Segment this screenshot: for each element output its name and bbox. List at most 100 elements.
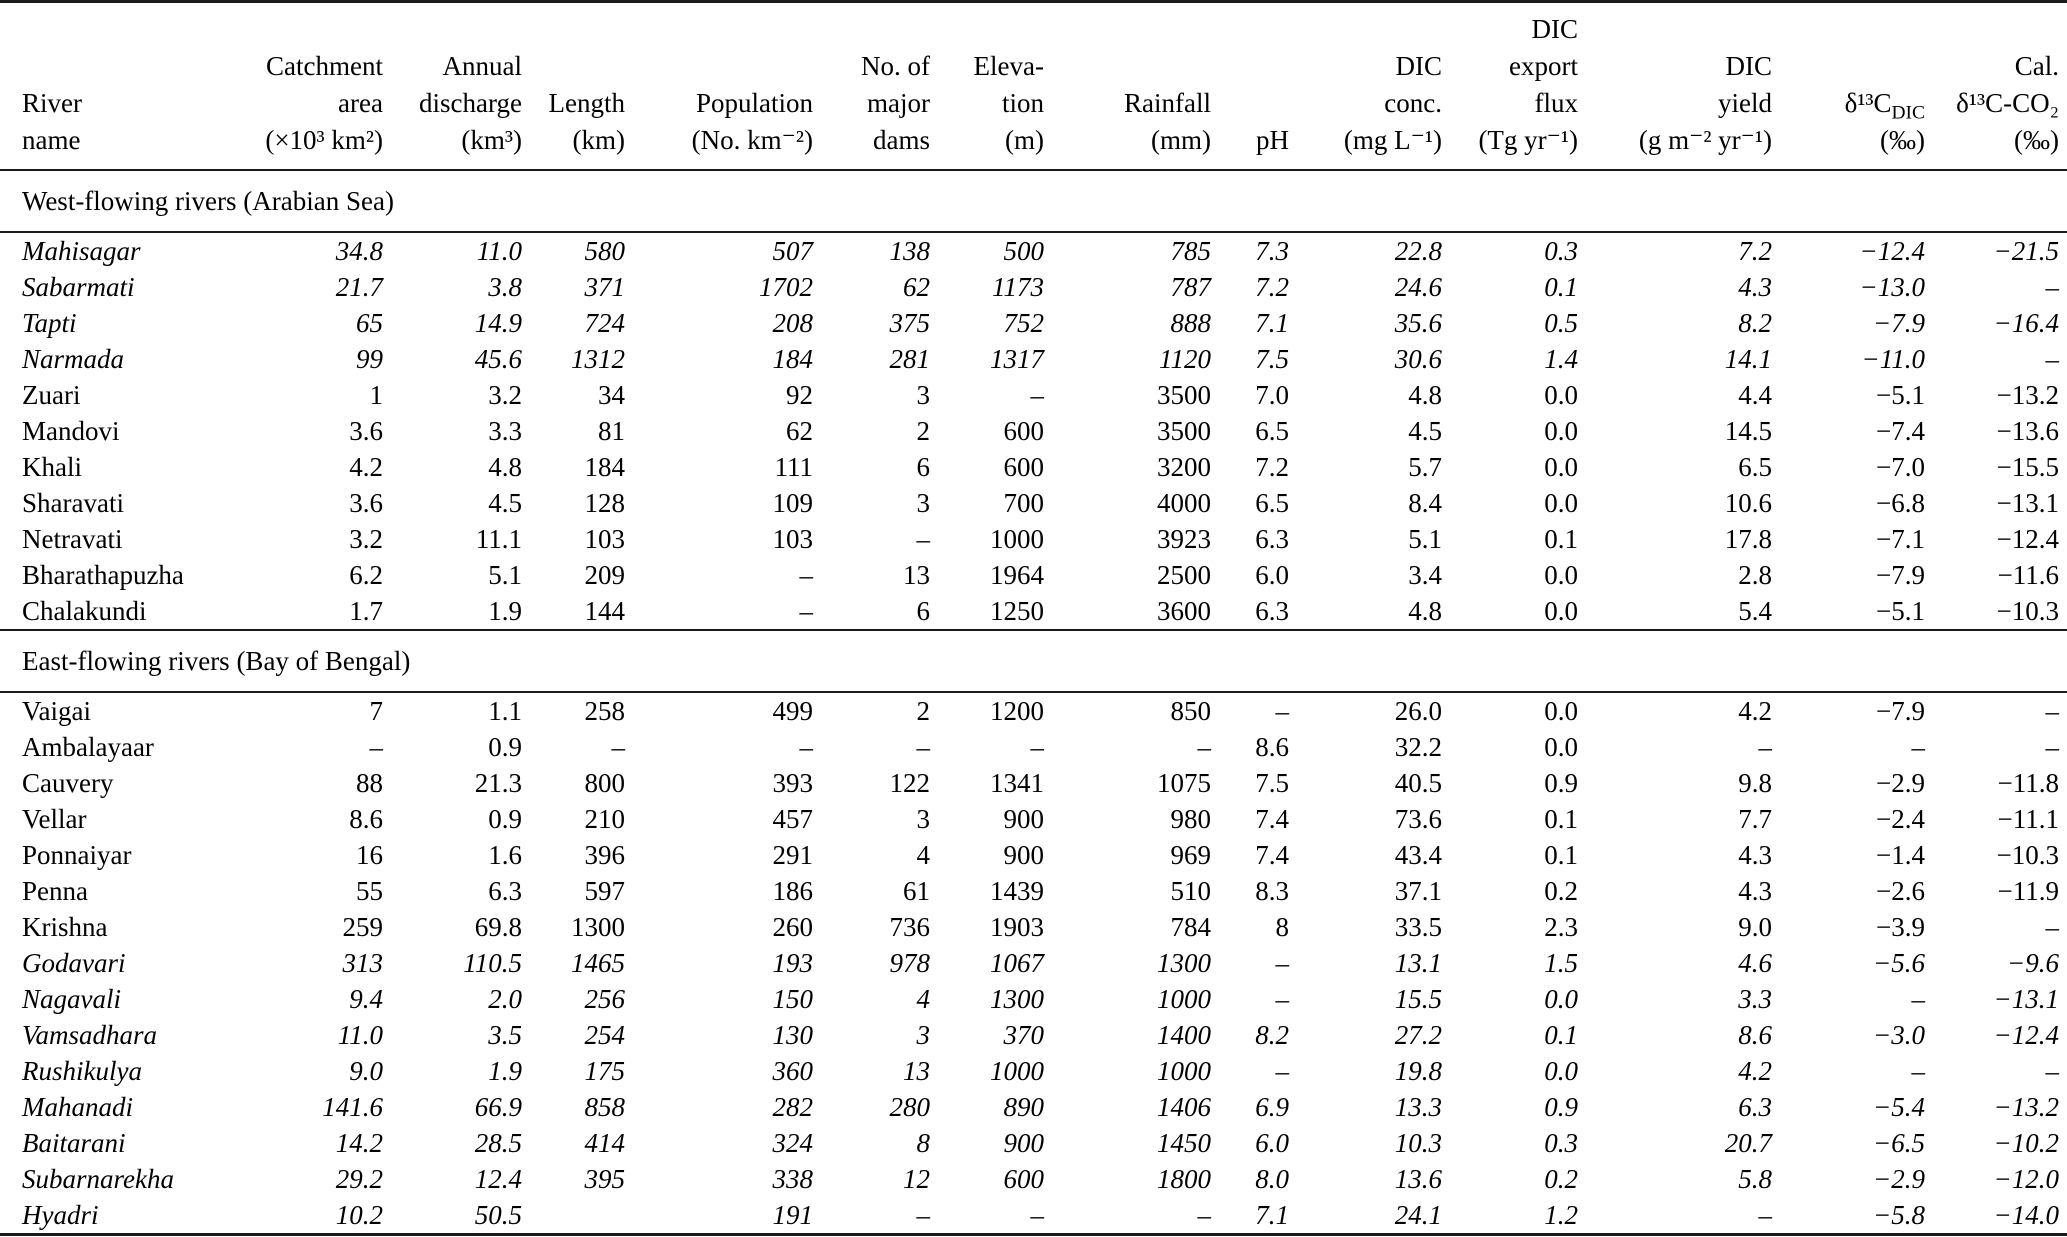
elevation-cell: 600 xyxy=(1003,452,1045,482)
river-name-cell: Baitarani xyxy=(22,1128,126,1158)
table-row: Zuari 1 3.2 34 92 3 – 3500 7.0 4.8 0.0 4… xyxy=(0,377,2067,413)
dic-yield-cell: 2.8 xyxy=(1738,560,1772,590)
d13c-dic-cell: −2.6 xyxy=(1876,876,1925,906)
dic-export-flux-cell: 0.0 xyxy=(1544,984,1578,1014)
dic-conc-cell: 24.1 xyxy=(1394,1200,1442,1230)
population-cell: 1702 xyxy=(759,272,813,302)
cal-d13c-co2-cell: −10.3 xyxy=(1996,596,2059,626)
length-cell: 800 xyxy=(584,768,626,798)
population-cell: 186 xyxy=(772,876,814,906)
dic-export-flux-cell: 1.4 xyxy=(1544,344,1578,374)
rainfall-cell: 1406 xyxy=(1157,1092,1211,1122)
col-header-elevation: Eleva- tion (m) xyxy=(930,1,1044,171)
elevation-cell: – xyxy=(1030,732,1045,762)
annual-discharge-cell: 3.8 xyxy=(488,272,522,302)
major-dams-cell: 736 xyxy=(889,912,931,942)
population-cell: 184 xyxy=(772,344,814,374)
length-cell: 210 xyxy=(584,804,626,834)
d13c-dic-unit: (‰) xyxy=(1880,125,1925,155)
river-name-cell: Rushikulya xyxy=(22,1056,142,1086)
river-name-cell: Nagavali xyxy=(22,984,121,1014)
annual-discharge-cell: 14.9 xyxy=(474,308,522,338)
annual-discharge-cell: 28.5 xyxy=(474,1128,522,1158)
river-name-cell: Sabarmati xyxy=(22,272,135,302)
dic-export-flux-cell: 0.0 xyxy=(1544,452,1578,482)
dic-conc-cell: 8.4 xyxy=(1408,488,1442,518)
length-cell: 184 xyxy=(584,452,626,482)
d13c-dic-cell: −5.1 xyxy=(1876,596,1925,626)
col-header-ph: pH xyxy=(1211,1,1289,171)
dic-export-flux-cell: 0.5 xyxy=(1544,308,1578,338)
annual-discharge-cell: 3.2 xyxy=(488,380,522,410)
length-cell: 414 xyxy=(584,1128,626,1158)
catchment-area-cell: 21.7 xyxy=(335,272,383,302)
dic-yield-cell: 4.4 xyxy=(1738,380,1772,410)
population-cell: – xyxy=(799,596,814,626)
elevation-cell: 370 xyxy=(1003,1020,1045,1050)
cal-d13c-co2-cell: – xyxy=(2045,272,2060,302)
rainfall-cell: – xyxy=(1197,1200,1212,1230)
population-cell: 338 xyxy=(772,1164,814,1194)
rainfall-cell: 3500 xyxy=(1157,416,1211,446)
dic-conc-cell: 26.0 xyxy=(1394,696,1442,726)
cal-d13c-co2-cell: −11.8 xyxy=(1997,768,2059,798)
table-row: Vamsadhara 11.0 3.5 254 130 3 370 1400 8… xyxy=(0,1017,2067,1053)
dic-export-flux-cell: 1.2 xyxy=(1544,1200,1578,1230)
elevation-cell: 1000 xyxy=(990,524,1044,554)
table-row: Godavari 313 110.5 1465 193 978 1067 130… xyxy=(0,945,2067,981)
catchment-area-cell: 34.8 xyxy=(335,236,383,266)
d13c-dic-cell: −6.5 xyxy=(1873,1128,1925,1158)
d13c-dic-cell: −2.9 xyxy=(1876,768,1925,798)
dic-yield-cell: 14.1 xyxy=(1724,344,1772,374)
cal-d13c-co2-cell: −11.1 xyxy=(1997,804,2059,834)
dic-yield-cell: 10.6 xyxy=(1724,488,1772,518)
rainfall-cell: 888 xyxy=(1170,308,1212,338)
dic-conc-cell: 3.4 xyxy=(1408,560,1442,590)
dic-conc-cell: 37.1 xyxy=(1394,876,1442,906)
population-cell: 457 xyxy=(772,804,814,834)
catchment-area-cell: 7 xyxy=(369,696,384,726)
annual-discharge-cell: 110.5 xyxy=(463,948,522,978)
table-row: Ponnaiyar 16 1.6 396 291 4 900 969 7.4 4… xyxy=(0,837,2067,873)
d13c-dic-cell: −11.0 xyxy=(1861,344,1925,374)
col-header-d13c-dic: δ¹³CDIC (‰) xyxy=(1772,1,1925,171)
dic-conc-cell: 13.1 xyxy=(1394,948,1442,978)
major-dams-cell: 3 xyxy=(916,488,931,518)
major-dams-cell: 61 xyxy=(903,876,930,906)
population-cell: 507 xyxy=(772,236,814,266)
table-row: Khali 4.2 4.8 184 111 6 600 3200 7.2 5.7… xyxy=(0,449,2067,485)
dic-export-flux-cell: 2.3 xyxy=(1544,912,1578,942)
ph-cell: – xyxy=(1275,948,1290,978)
cal-d13c-co2-cell: −15.5 xyxy=(1996,452,2059,482)
dic-conc-cell: 19.8 xyxy=(1394,1056,1442,1086)
annual-discharge-cell: 6.3 xyxy=(488,876,522,906)
annual-discharge-cell: 11.0 xyxy=(476,236,522,266)
col-header-population: Population (No. km⁻²) xyxy=(625,1,813,171)
population-cell: 62 xyxy=(786,416,813,446)
major-dams-cell: 138 xyxy=(889,236,931,266)
col-header-annual-discharge: Annual discharge (km³) xyxy=(383,1,522,171)
river-name-cell: Khali xyxy=(22,452,82,482)
elevation-cell: 1250 xyxy=(990,596,1044,626)
elevation-cell: 900 xyxy=(1003,1128,1045,1158)
cal-d13c-co2-cell: – xyxy=(2045,344,2060,374)
dic-export-flux-cell: 1.5 xyxy=(1544,948,1578,978)
cal-d13c-co2-cell: – xyxy=(2045,912,2060,942)
major-dams-cell: 4 xyxy=(916,984,931,1014)
dic-export-flux-cell: 0.9 xyxy=(1544,768,1578,798)
d13c-dic-cell: −7.9 xyxy=(1873,308,1925,338)
length-cell: 395 xyxy=(584,1164,626,1194)
catchment-area-cell: 9.4 xyxy=(349,984,383,1014)
population-cell: 130 xyxy=(772,1020,814,1050)
rainfall-cell: 980 xyxy=(1170,804,1212,834)
catchment-area-cell: 4.2 xyxy=(349,452,383,482)
ph-cell: 6.5 xyxy=(1255,416,1289,446)
catchment-area-cell: 11.0 xyxy=(337,1020,383,1050)
length-cell: 128 xyxy=(584,488,626,518)
ph-cell: 7.1 xyxy=(1255,308,1289,338)
ph-cell: – xyxy=(1275,696,1290,726)
annual-discharge-cell: 11.1 xyxy=(475,524,522,554)
cal-d13c-co2-cell: – xyxy=(2045,1056,2060,1086)
population-cell: 282 xyxy=(772,1092,814,1122)
rainfall-cell: 4000 xyxy=(1157,488,1211,518)
